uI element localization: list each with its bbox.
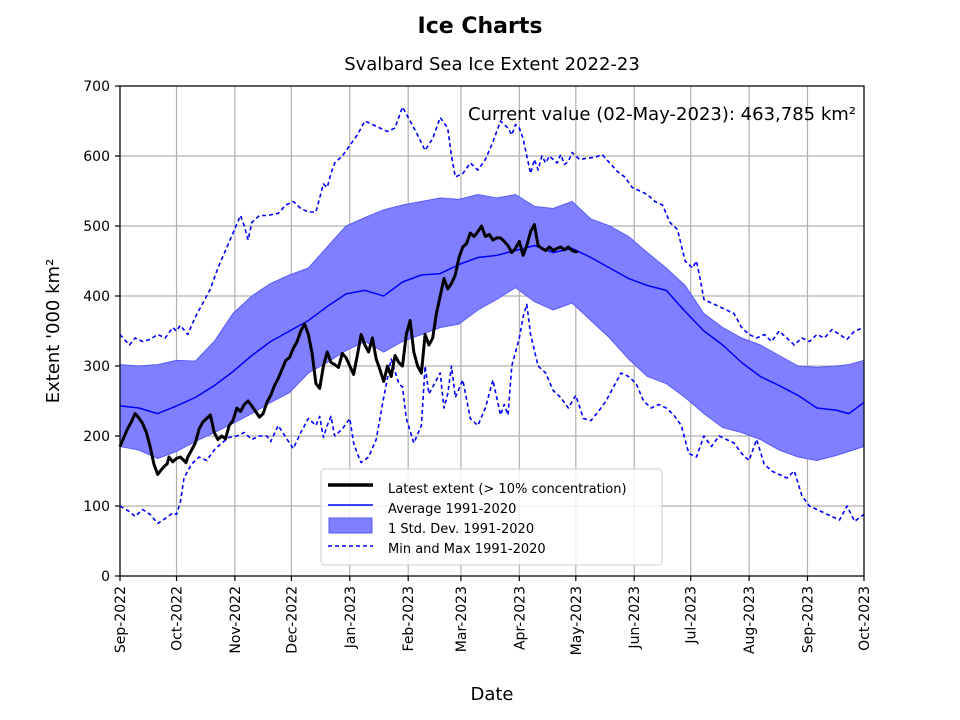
y-tick-label: 100 xyxy=(83,499,110,515)
x-axis: Sep-2022 Oct-2022 Nov-2022 Dec-2022 Jan-2023… xyxy=(113,576,873,655)
x-tick-label: Feb-2023 xyxy=(401,586,417,651)
y-tick-label: 500 xyxy=(83,219,110,235)
x-tick-label: Apr-2023 xyxy=(512,586,528,650)
x-tick-label: Aug-2023 xyxy=(742,586,758,654)
x-axis-label: Date xyxy=(470,684,513,705)
legend-label-std-dev: 1 Std. Dev. 1991-2020 xyxy=(388,522,534,537)
plot-frame xyxy=(119,85,865,577)
series-lines-group xyxy=(118,106,865,525)
x-tick-label: Oct-2022 xyxy=(170,586,186,651)
x-tick-label: Nov-2022 xyxy=(228,586,244,654)
legend-label-latest: Latest extent (> 10% concentration) xyxy=(388,482,627,497)
x-tick-label: Sep-2023 xyxy=(800,586,816,653)
x-tick-label: Oct-2023 xyxy=(857,586,873,651)
y-axis: 0 100 200 300 400 500 600 700 xyxy=(83,79,120,585)
legend-label-average: Average 1991-2020 xyxy=(388,502,516,517)
x-tick-label: May-2023 xyxy=(569,586,585,655)
legend-label-minmax: Min and Max 1991-2020 xyxy=(388,542,546,557)
x-tick-label: Jul-2023 xyxy=(684,586,700,645)
y-tick-label: 0 xyxy=(101,569,110,585)
y-tick-label: 300 xyxy=(83,359,110,375)
y-axis-label: Extent '000 km² xyxy=(43,259,64,404)
current-value-annotation: Current value (02-May-2023): 463,785 km² xyxy=(468,104,856,125)
chart-subtitle: Svalbard Sea Ice Extent 2022-23 xyxy=(344,54,640,75)
chart-title: Ice Charts xyxy=(418,14,543,39)
x-tick-label: Dec-2022 xyxy=(284,586,300,654)
latest-extent-line xyxy=(118,223,579,476)
legend-box xyxy=(320,468,663,566)
x-tick-label: Jan-2023 xyxy=(343,586,359,649)
y-tick-label: 200 xyxy=(83,429,110,445)
max-line xyxy=(119,106,865,346)
legend: Latest extent (> 10% concentration) Aver… xyxy=(320,468,663,566)
y-tick-label: 700 xyxy=(83,79,110,95)
min-line xyxy=(119,303,865,525)
x-tick-label: Sep-2022 xyxy=(113,586,129,653)
y-tick-label: 600 xyxy=(83,149,110,165)
legend-swatch-std-dev xyxy=(328,517,373,534)
y-tick-label: 400 xyxy=(83,289,110,305)
average-line xyxy=(119,244,865,415)
x-tick-label: Jun-2023 xyxy=(627,586,643,650)
x-tick-label: Mar-2023 xyxy=(454,586,470,652)
